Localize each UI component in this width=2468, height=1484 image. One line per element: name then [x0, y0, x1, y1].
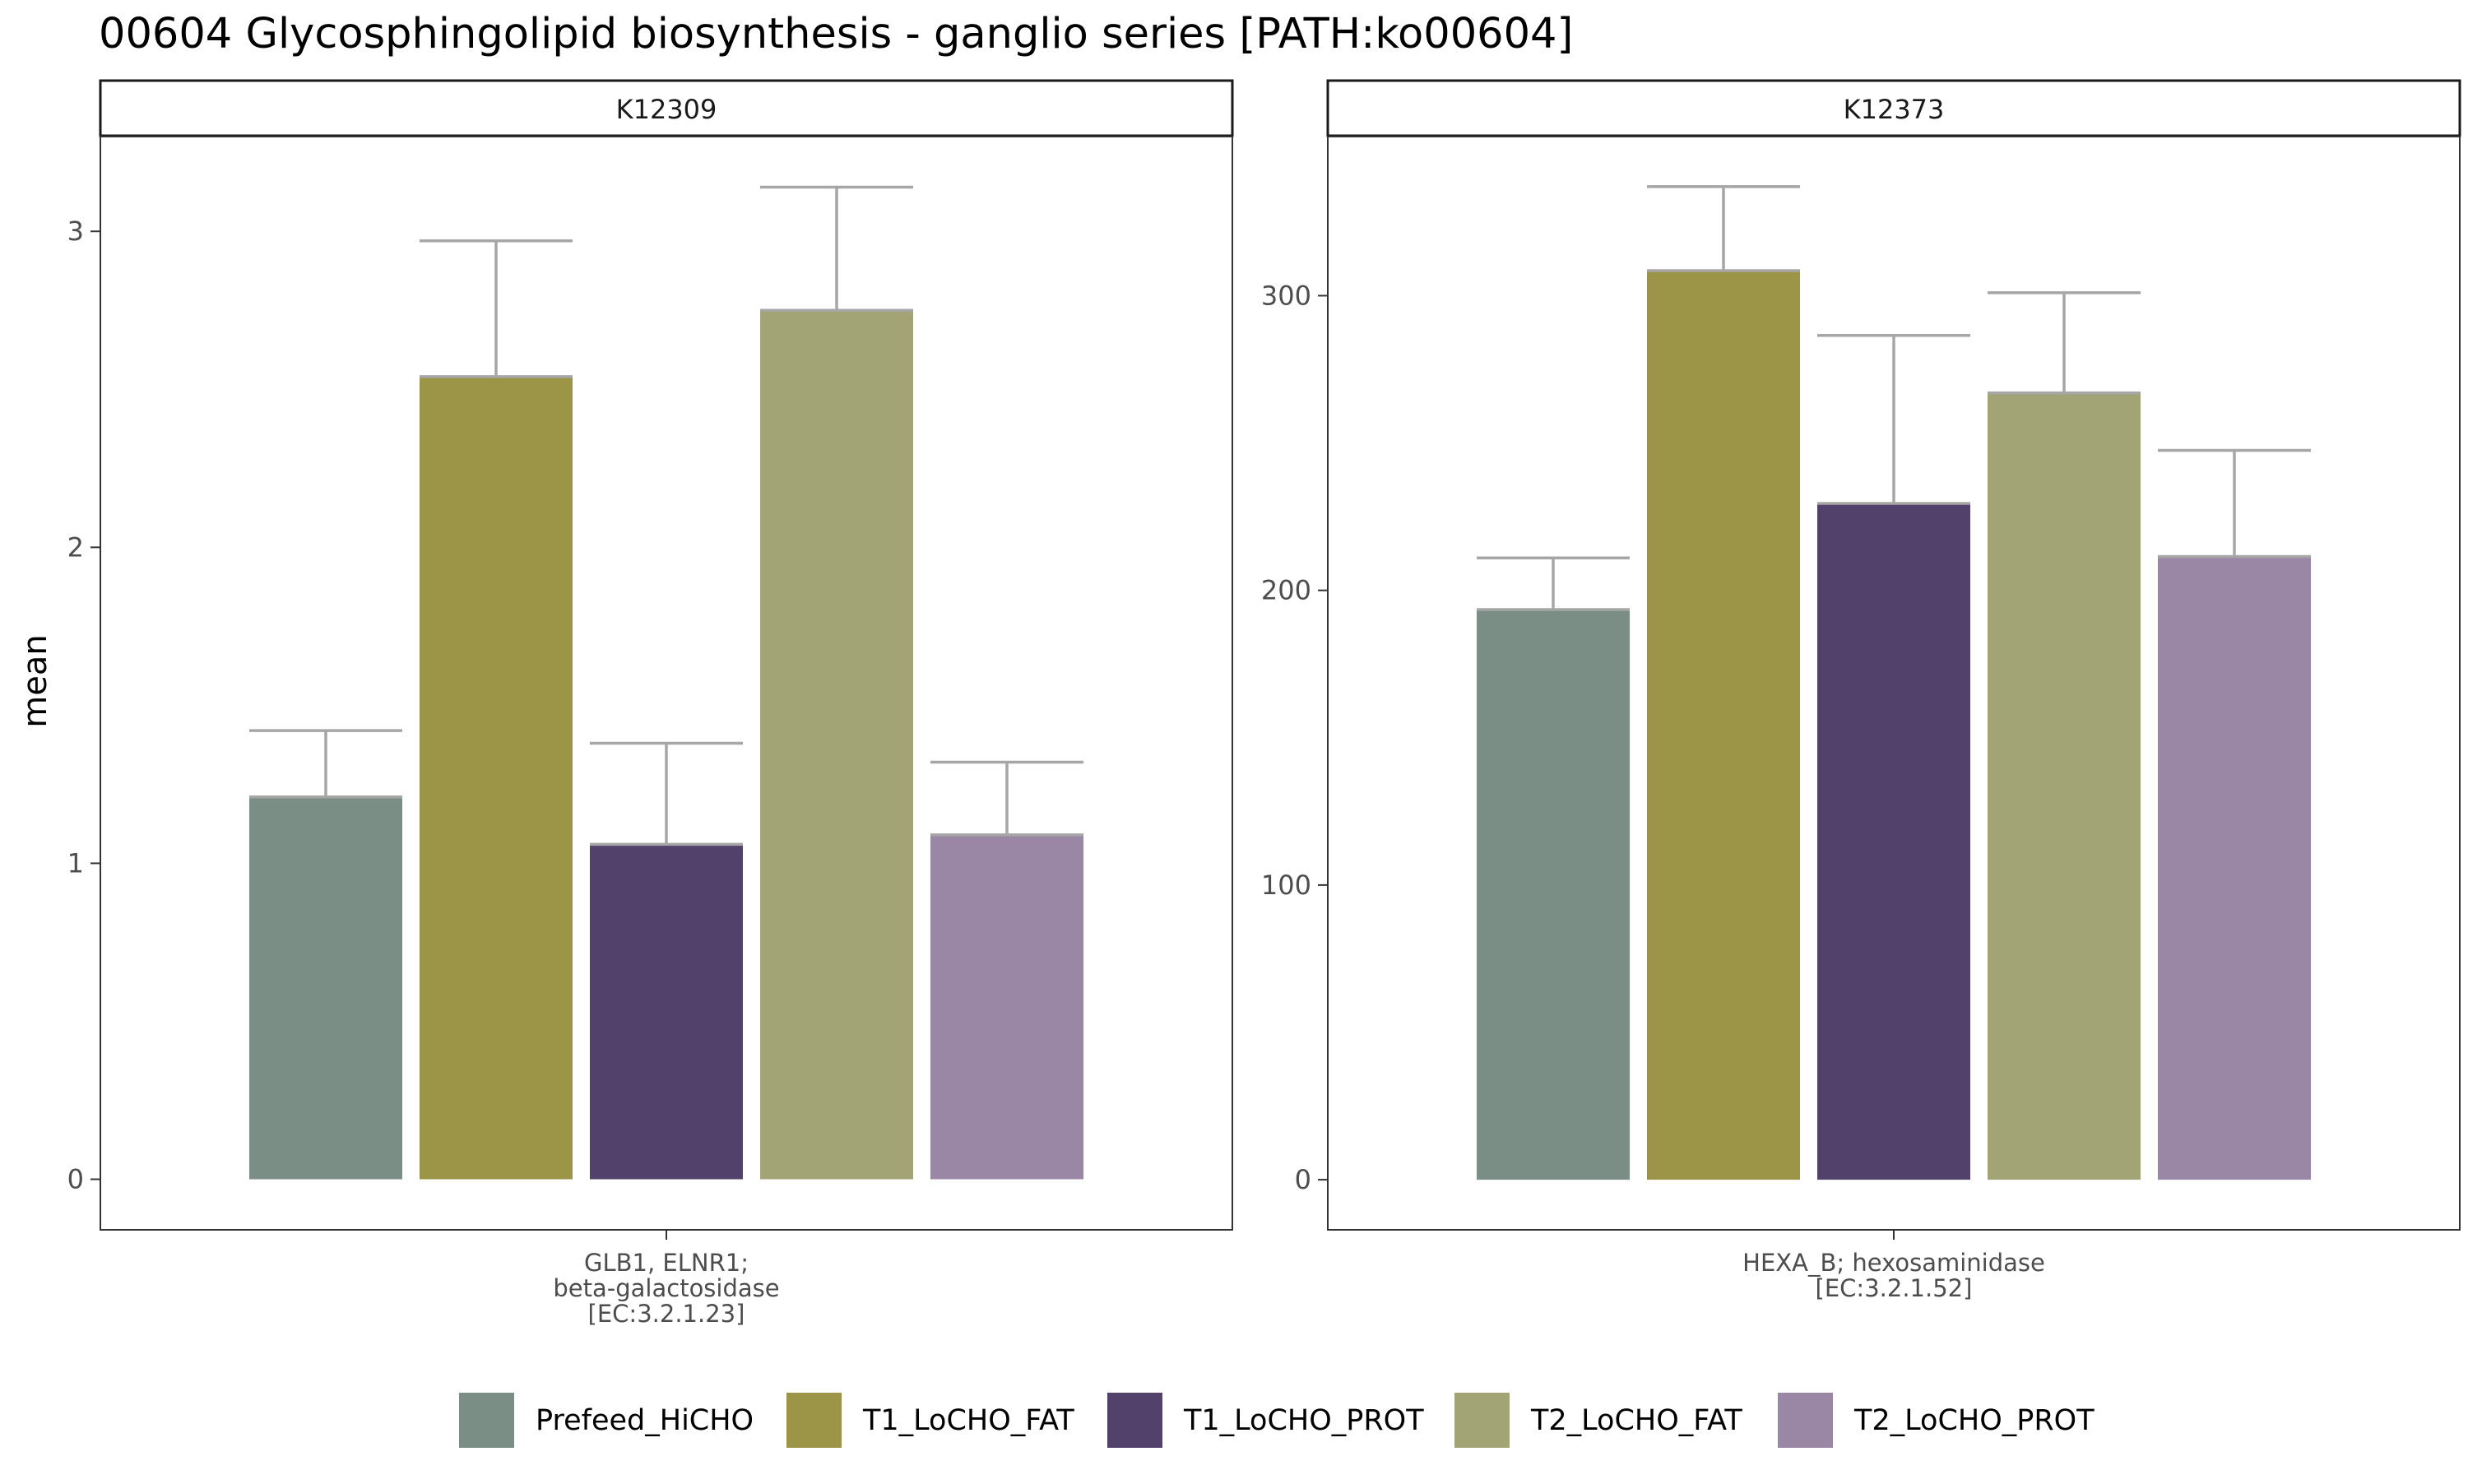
y-tick-label: 0	[67, 1164, 84, 1195]
x-category-label: GLB1, ELNR1;	[584, 1249, 749, 1277]
legend-swatch	[459, 1393, 514, 1448]
legend-swatch	[1454, 1393, 1510, 1448]
facet-strip	[99, 79, 1234, 137]
facet-panel-2: K12373 0 100 200 300 HEXA_B; hexosaminidase[E…	[1261, 79, 2461, 1302]
y-tick-label: 200	[1261, 575, 1311, 606]
facet-strip	[1326, 79, 2461, 137]
y-tick-label: 3	[67, 216, 84, 247]
legend-swatch	[1778, 1393, 1833, 1448]
y-tick-label: 2	[67, 531, 84, 563]
bar	[2158, 556, 2311, 1180]
y-tick-label: 300	[1261, 280, 1311, 311]
x-category-label: beta-galactosidase	[553, 1274, 779, 1302]
bar	[590, 844, 743, 1180]
legend-swatch	[1107, 1393, 1162, 1448]
legend-swatch	[786, 1393, 842, 1448]
legend-label: Prefeed_HiCHO	[536, 1404, 754, 1437]
bar	[1647, 270, 1800, 1180]
x-category-label: [EC:3.2.1.52]	[1816, 1274, 1973, 1302]
legend: Prefeed_HiCHO T1_LoCHO_FAT T1_LoCHO_PROT T2…	[459, 1393, 2095, 1448]
legend-label: T1_LoCHO_PROT	[1183, 1404, 1424, 1437]
facet-label: K12373	[1844, 94, 1945, 125]
y-axis-label: mean	[16, 634, 54, 727]
legend-label: T2_LoCHO_FAT	[1530, 1404, 1742, 1437]
legend-label: T2_LoCHO_PROT	[1853, 1404, 2095, 1437]
bar	[420, 376, 573, 1180]
y-tick-label: 100	[1261, 870, 1311, 901]
bar	[760, 310, 913, 1180]
x-category-label: [EC:3.2.1.23]	[588, 1300, 745, 1328]
legend-label: T1_LoCHO_FAT	[862, 1404, 1074, 1437]
facet-label: K12309	[616, 94, 717, 125]
bar	[249, 796, 402, 1180]
y-tick-label: 1	[67, 847, 84, 879]
facet-panel-1: K12309 0 1 2 3 GLB1, ELNR1;beta-galactosidase…	[67, 79, 1234, 1328]
bar	[930, 834, 1083, 1180]
panels: K12309 0 1 2 3 GLB1, ELNR1;beta-galactosidase…	[67, 79, 2461, 1328]
x-category-label: HEXA_B; hexosaminidase	[1742, 1249, 2045, 1277]
chart-title: 00604 Glycosphingolipid biosynthesis - g…	[99, 10, 1573, 58]
bar	[1817, 503, 1970, 1180]
bar	[1988, 392, 2141, 1180]
y-tick-label: 0	[1295, 1164, 1311, 1195]
bar	[1477, 609, 1630, 1180]
